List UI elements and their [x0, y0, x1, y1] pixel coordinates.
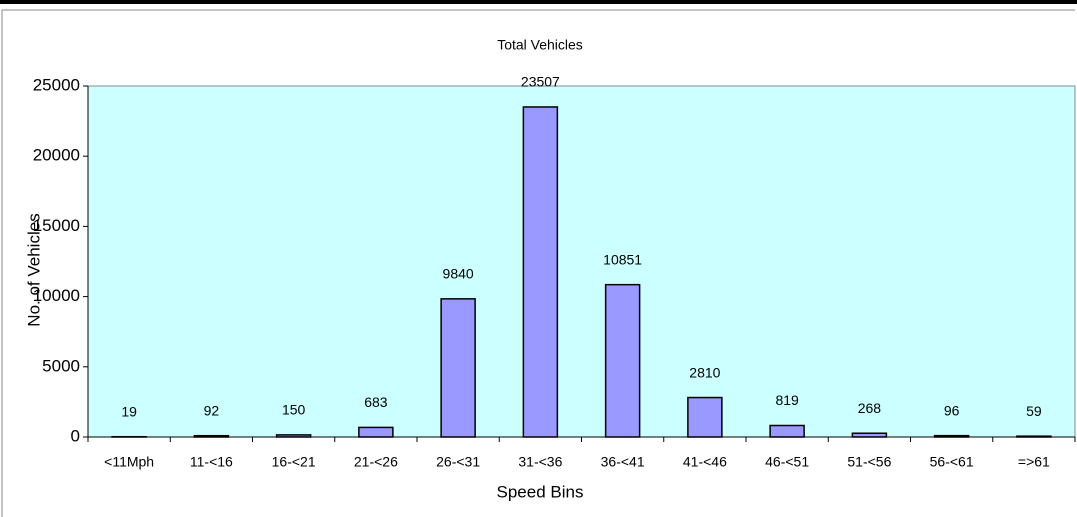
bar — [604, 283, 641, 438]
data-label: 819 — [775, 392, 799, 408]
x-tick-label: 51-<56 — [847, 454, 891, 470]
bar — [769, 424, 805, 438]
x-tick-label: 21-<26 — [354, 454, 398, 470]
bar — [358, 426, 394, 438]
bar — [1016, 435, 1052, 438]
y-tick-label: 15000 — [33, 216, 80, 235]
x-axis-label: Speed Bins — [497, 482, 584, 501]
x-tick-label: 26-<31 — [436, 454, 480, 470]
data-label: 59 — [1026, 403, 1042, 419]
data-label: 96 — [944, 402, 960, 418]
x-tick-label: 41-<46 — [683, 454, 727, 470]
data-label: 683 — [364, 394, 388, 410]
data-label: 19 — [121, 403, 137, 419]
y-tick-label: 25000 — [33, 75, 80, 94]
x-tick-label: 36-<41 — [601, 454, 645, 470]
data-label: 2810 — [689, 364, 720, 380]
x-tick-label: 46-<51 — [765, 454, 809, 470]
bar — [275, 434, 312, 438]
bar — [687, 396, 723, 438]
bar — [522, 106, 559, 438]
data-label: 92 — [204, 402, 220, 418]
x-tick-label: 11-<16 — [190, 454, 233, 470]
data-label: 9840 — [443, 266, 474, 282]
x-tick-label: =>61 — [1018, 454, 1050, 470]
x-tick-label: 31-<36 — [518, 454, 562, 470]
data-label: 23507 — [521, 74, 560, 90]
data-label: 10851 — [603, 251, 642, 267]
y-tick-label: 10000 — [33, 286, 80, 305]
bar — [851, 432, 888, 438]
y-tick-label: 20000 — [33, 146, 80, 165]
x-tick-label: <11Mph — [104, 454, 154, 470]
y-tick-label: 5000 — [42, 356, 80, 375]
top-rule — [0, 0, 1077, 4]
bar — [440, 298, 476, 438]
chart-title: Total Vehicles — [497, 37, 583, 53]
x-tick-label: 16-<21 — [272, 454, 316, 470]
y-tick-label: 0 — [71, 426, 80, 445]
data-label: 150 — [282, 402, 306, 418]
data-label: 268 — [858, 400, 882, 416]
plot-area — [87, 85, 1076, 438]
bar — [193, 434, 230, 438]
x-tick-label: 56-<61 — [930, 454, 974, 470]
y-axis-label: No. of Vehicles — [24, 213, 43, 326]
bar — [933, 434, 970, 438]
